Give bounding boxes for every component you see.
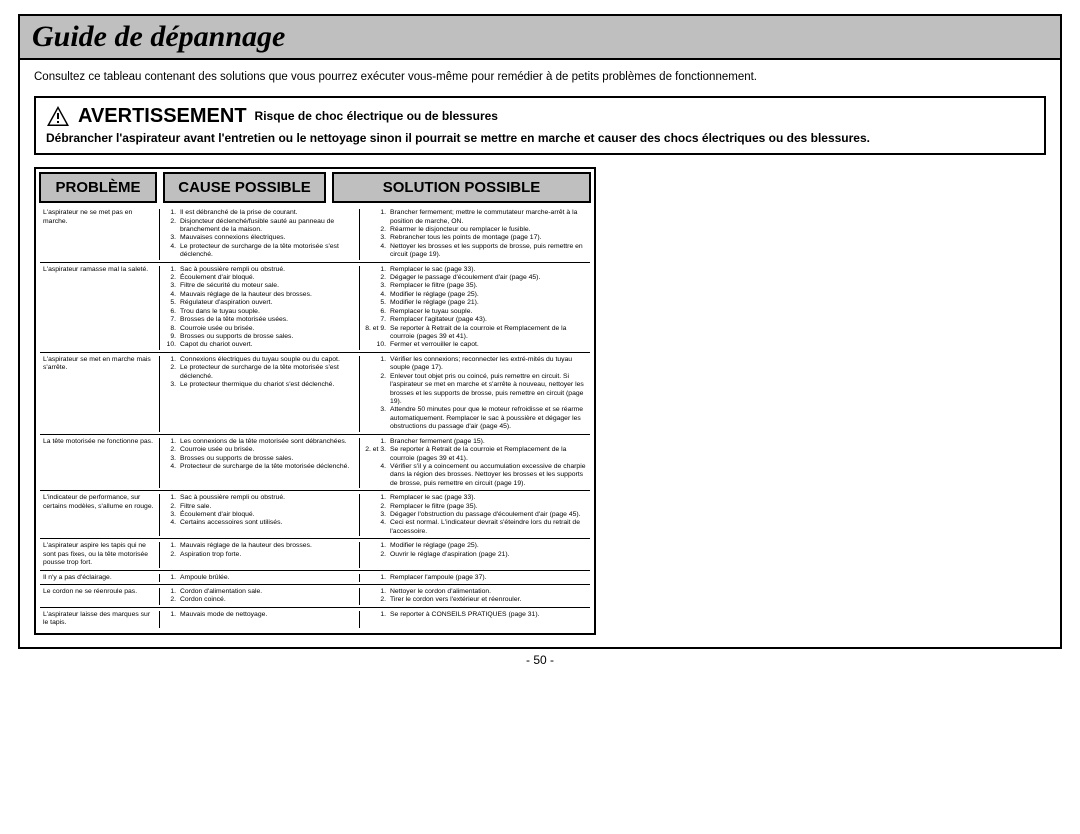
table-row: L'aspirateur se met en marche mais s'arr… bbox=[40, 353, 590, 435]
solution-cell: 1.Remplacer le sac (page 33).2.Dégager l… bbox=[364, 266, 590, 350]
cause-cell: 1.Connexions électriques du tuyau souple… bbox=[164, 356, 360, 432]
solution-cell: 1.Brancher fermement; mettre le commutat… bbox=[364, 209, 590, 260]
page-frame: Guide de dépannage Consultez ce tableau … bbox=[18, 14, 1062, 649]
cause-cell: 1.Ampoule brûlée. bbox=[164, 574, 360, 582]
cause-cell: 1.Sac à poussière rempli ou obstrué.2.Fi… bbox=[164, 494, 360, 536]
solution-cell: 1.Brancher fermement (page 15).2. et 3.S… bbox=[364, 438, 590, 489]
table-row: La tête motorisée ne fonctionne pas.1.Le… bbox=[40, 435, 590, 492]
problem-cell: Le cordon ne se réenroule pas. bbox=[40, 588, 160, 605]
table-row: L'aspirateur aspire les tapis qui ne son… bbox=[40, 539, 590, 570]
table-row: L'aspirateur ne se met pas en marche.1.I… bbox=[40, 206, 590, 263]
problem-cell: L'aspirateur se met en marche mais s'arr… bbox=[40, 356, 160, 432]
cause-cell: 1.Mauvais réglage de la hauteur des bros… bbox=[164, 542, 360, 567]
cause-cell: 1.Sac à poussière rempli ou obstrué.2.Éc… bbox=[164, 266, 360, 350]
warning-subtitle: Risque de choc électrique ou de blessure… bbox=[255, 109, 498, 123]
table-row: L'indicateur de performance, sur certain… bbox=[40, 491, 590, 539]
page-inner: Consultez ce tableau contenant des solut… bbox=[20, 60, 1060, 647]
header-problem: PROBLÈME bbox=[39, 172, 157, 203]
page-number: - 50 - bbox=[18, 653, 1062, 667]
problem-cell: Il n'y a pas d'éclairage. bbox=[40, 574, 160, 582]
problem-cell: L'indicateur de performance, sur certain… bbox=[40, 494, 160, 536]
problem-cell: L'aspirateur ramasse mal la saleté. bbox=[40, 266, 160, 350]
cause-cell: 1.Cordon d'alimentation sale.2.Cordon co… bbox=[164, 588, 360, 605]
solution-cell: 1.Modifier le réglage (page 25).2.Ouvrir… bbox=[364, 542, 590, 567]
intro-text: Consultez ce tableau contenant des solut… bbox=[34, 70, 1046, 86]
title-bar: Guide de dépannage bbox=[20, 16, 1060, 60]
table-head: PROBLÈME CAUSE POSSIBLE SOLUTION POSSIBL… bbox=[36, 169, 594, 206]
table-body: L'aspirateur ne se met pas en marche.1.I… bbox=[36, 206, 594, 633]
cause-cell: 1.Mauvais mode de nettoyage. bbox=[164, 611, 360, 628]
solution-cell: 1.Remplacer l'ampoule (page 37). bbox=[364, 574, 590, 582]
solution-cell: 1.Se reporter à CONSEILS PRATIQUES (page… bbox=[364, 611, 590, 628]
problem-cell: L'aspirateur ne se met pas en marche. bbox=[40, 209, 160, 260]
cause-cell: 1.Les connexions de la tête motorisée so… bbox=[164, 438, 360, 489]
header-solution: SOLUTION POSSIBLE bbox=[332, 172, 591, 203]
warning-triangle-icon bbox=[46, 105, 70, 127]
warning-title: AVERTISSEMENT bbox=[78, 105, 247, 128]
problem-cell: L'aspirateur aspire les tapis qui ne son… bbox=[40, 542, 160, 567]
warning-head: AVERTISSEMENT Risque de choc électrique … bbox=[46, 105, 1034, 128]
troubleshoot-table: PROBLÈME CAUSE POSSIBLE SOLUTION POSSIBL… bbox=[34, 167, 596, 635]
problem-cell: La tête motorisée ne fonctionne pas. bbox=[40, 438, 160, 489]
warning-body: Débrancher l'aspirateur avant l'entretie… bbox=[46, 131, 1034, 147]
warning-box: AVERTISSEMENT Risque de choc électrique … bbox=[34, 96, 1046, 156]
table-row: L'aspirateur laisse des marques sur le t… bbox=[40, 608, 590, 630]
table-row: Il n'y a pas d'éclairage. 1.Ampoule brûlé… bbox=[40, 571, 590, 585]
table-row: L'aspirateur ramasse mal la saleté.1.Sac… bbox=[40, 263, 590, 353]
header-cause: CAUSE POSSIBLE bbox=[163, 172, 326, 203]
problem-cell: L'aspirateur laisse des marques sur le t… bbox=[40, 611, 160, 628]
cause-cell: 1.Il est débranché de la prise de couran… bbox=[164, 209, 360, 260]
solution-cell: 1.Vérifier les connexions; reconnecter l… bbox=[364, 356, 590, 432]
solution-cell: 1.Remplacer le sac (page 33).2.Remplacer… bbox=[364, 494, 590, 536]
solution-cell: 1.Nettoyer le cordon d'alimentation.2.Ti… bbox=[364, 588, 590, 605]
page-title: Guide de dépannage bbox=[32, 20, 1048, 54]
table-row: Le cordon ne se réenroule pas.1.Cordon d… bbox=[40, 585, 590, 608]
